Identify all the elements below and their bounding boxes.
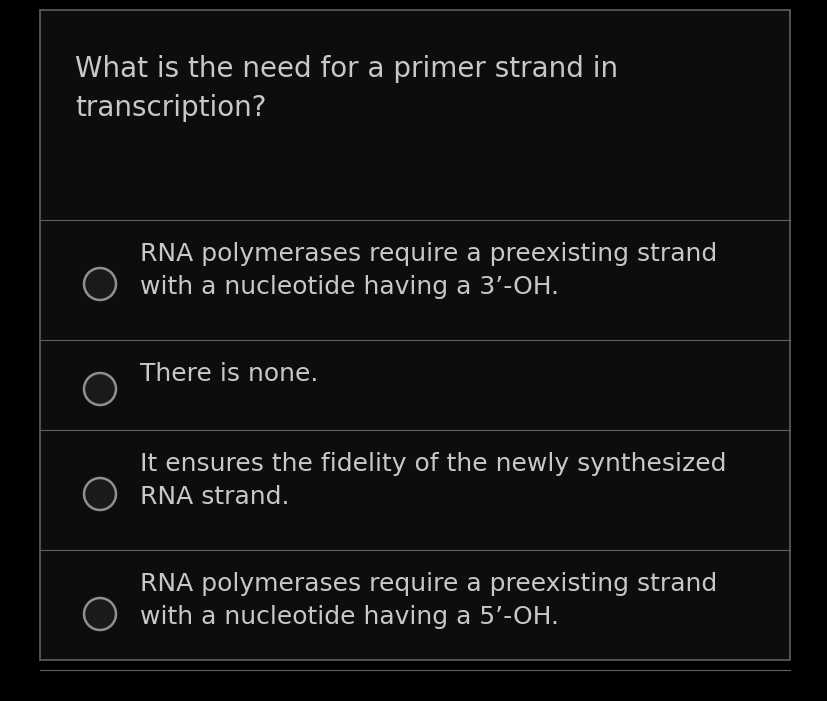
Circle shape [84,598,116,630]
Text: What is the need for a primer strand in
transcription?: What is the need for a primer strand in … [75,55,618,122]
Text: There is none.: There is none. [140,362,318,386]
Text: RNA polymerases require a preexisting strand
with a nucleotide having a 3’-OH.: RNA polymerases require a preexisting st… [140,242,716,299]
Circle shape [84,373,116,405]
Circle shape [84,478,116,510]
Text: RNA polymerases require a preexisting strand
with a nucleotide having a 5’-OH.: RNA polymerases require a preexisting st… [140,572,716,629]
Circle shape [84,268,116,300]
Text: It ensures the fidelity of the newly synthesized
RNA strand.: It ensures the fidelity of the newly syn… [140,452,725,508]
